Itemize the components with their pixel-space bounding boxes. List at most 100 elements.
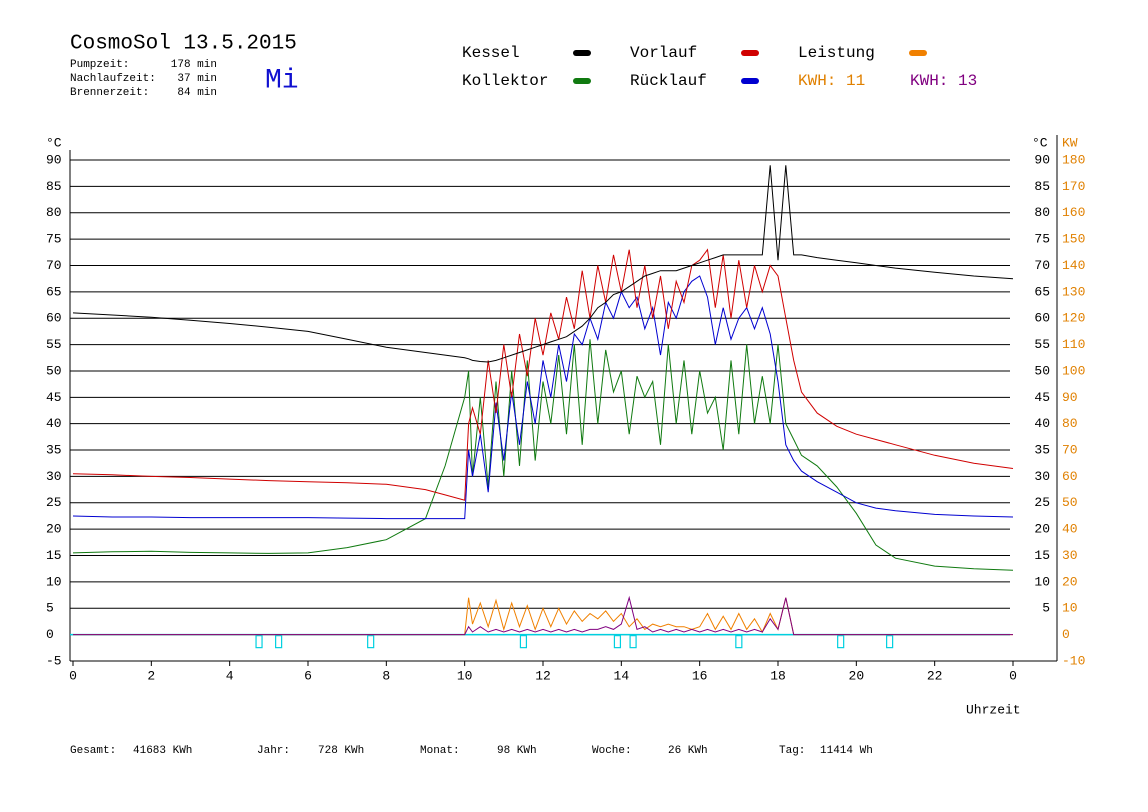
- weekday: Mi: [265, 65, 299, 96]
- y-tick-label: 65: [46, 284, 62, 299]
- legend-label: Kessel: [462, 44, 520, 62]
- pump-marker: [519, 635, 528, 649]
- y-tick-label-right: 30: [1034, 469, 1050, 484]
- y2-tick-label: -10: [1062, 653, 1085, 668]
- footer-value: 41683 KWh: [133, 745, 192, 757]
- pump-marker: [735, 635, 743, 649]
- footer-value: 98 KWh: [497, 745, 537, 757]
- y2-tick-label: 60: [1062, 469, 1078, 484]
- y2-tick-label: 130: [1062, 284, 1085, 299]
- y-tick-label: 5: [46, 601, 54, 616]
- footer-value: 26 KWh: [668, 745, 708, 757]
- y2-tick-label: 180: [1062, 152, 1085, 167]
- info-value: 37 min: [177, 73, 217, 85]
- y2-axis-unit: KW: [1062, 135, 1078, 150]
- x-tick-label: 2: [147, 668, 155, 683]
- footer-label: Monat:: [420, 745, 460, 757]
- y2-tick-label: 70: [1062, 442, 1078, 457]
- info-value: 84 min: [177, 87, 217, 99]
- x-tick-label: 0: [1009, 668, 1017, 683]
- info-value: 178 min: [171, 59, 217, 71]
- y2-tick-label: 110: [1062, 337, 1085, 352]
- y-tick-label: 35: [46, 442, 62, 457]
- x-tick-label: 20: [849, 668, 865, 683]
- y-tick-label-right: 35: [1034, 442, 1050, 457]
- x-tick-label: 14: [614, 668, 630, 683]
- series-line: [72, 248, 1014, 501]
- x-tick-label: 12: [535, 668, 551, 683]
- y-tick-label: 50: [46, 363, 62, 378]
- y-tick-label-right: 10: [1034, 574, 1050, 589]
- pump-marker: [255, 635, 263, 649]
- y-tick-label-right: 55: [1034, 337, 1050, 352]
- y2-tick-label: 80: [1062, 416, 1078, 431]
- y-tick-label: 70: [46, 258, 62, 273]
- pump-marker: [629, 635, 637, 649]
- y-tick-label-right: 85: [1034, 179, 1050, 194]
- footer-label: Woche:: [592, 745, 632, 757]
- y-tick-label: -5: [46, 653, 62, 668]
- y-tick-label-right: 40: [1034, 416, 1050, 431]
- y2-tick-label: 50: [1062, 495, 1078, 510]
- x-tick-label: 16: [692, 668, 708, 683]
- x-axis-label: Uhrzeit: [966, 702, 1021, 717]
- footer-value: 11414 Wh: [820, 745, 873, 757]
- y-tick-label: 60: [46, 311, 62, 326]
- y2-tick-label: 40: [1062, 522, 1078, 537]
- y-tick-label-right: 15: [1034, 548, 1050, 563]
- series-line: [72, 165, 1014, 363]
- chart-title: CosmoSol 13.5.2015: [70, 33, 297, 56]
- y-tick-label-right: 75: [1034, 232, 1050, 247]
- y-tick-label-right: 70: [1034, 258, 1050, 273]
- y-tick-label: 30: [46, 469, 62, 484]
- y-tick-label: 90: [46, 152, 62, 167]
- kwh-label: KWH: 11: [798, 72, 865, 90]
- pump-marker: [613, 635, 622, 649]
- y-axis-unit-right: °C: [1032, 135, 1048, 150]
- y-tick-label-right: 25: [1034, 495, 1050, 510]
- y2-tick-label: 90: [1062, 390, 1078, 405]
- info-label: Brennerzeit:: [70, 87, 149, 99]
- y-axis-unit: °C: [46, 135, 62, 150]
- y-tick-label: 10: [46, 574, 62, 589]
- x-tick-label: 8: [382, 668, 390, 683]
- info-label: Nachlaufzeit:: [70, 73, 156, 85]
- y-tick-label-right: 20: [1034, 522, 1050, 537]
- pump-marker: [275, 635, 283, 649]
- x-tick-label: 6: [304, 668, 312, 683]
- x-tick-label: 0: [69, 668, 77, 683]
- footer-label: Gesamt:: [70, 745, 116, 757]
- y2-tick-label: 160: [1062, 205, 1085, 220]
- y-tick-label: 20: [46, 522, 62, 537]
- y-tick-label: 25: [46, 495, 62, 510]
- footer-label: Tag:: [779, 745, 805, 757]
- pump-marker: [837, 635, 845, 649]
- series-line: [73, 595, 1013, 636]
- y-tick-label: 75: [46, 232, 62, 247]
- info-label: Pumpzeit:: [70, 59, 129, 71]
- pump-marker: [886, 635, 894, 649]
- y2-tick-label: 20: [1062, 574, 1078, 589]
- pump-marker: [367, 635, 375, 649]
- y-tick-label: 55: [46, 337, 62, 352]
- footer-value: 728 KWh: [318, 745, 364, 757]
- y-tick-label: 40: [46, 416, 62, 431]
- y2-tick-label: 140: [1062, 258, 1085, 273]
- y-tick-label: 85: [46, 179, 62, 194]
- y-tick-label-right: 80: [1034, 205, 1050, 220]
- y-tick-label: 45: [46, 390, 62, 405]
- y-tick-label: 80: [46, 205, 62, 220]
- x-tick-label: 22: [927, 668, 943, 683]
- y-tick-label-right: 90: [1034, 152, 1050, 167]
- y2-tick-label: 10: [1062, 601, 1078, 616]
- series-line: [72, 339, 1014, 571]
- y2-tick-label: 170: [1062, 179, 1085, 194]
- x-tick-label: 18: [770, 668, 786, 683]
- series-line: [72, 275, 1014, 520]
- y-tick-label-right: 5: [1042, 601, 1050, 616]
- y-tick-label: 15: [46, 548, 62, 563]
- x-tick-label: 10: [457, 668, 473, 683]
- y2-tick-label: 150: [1062, 232, 1085, 247]
